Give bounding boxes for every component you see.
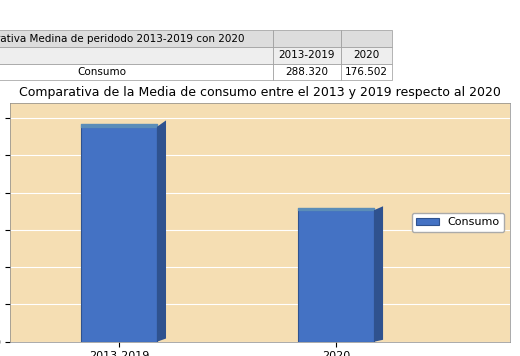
- Bar: [81, 127, 157, 342]
- Legend: Consumo: Consumo: [412, 213, 504, 232]
- Polygon shape: [374, 206, 383, 342]
- Title: Comparativa de la Media de consumo entre el 2013 y 2019 respecto al 2020: Comparativa de la Media de consumo entre…: [19, 86, 501, 99]
- Polygon shape: [157, 120, 166, 342]
- Bar: [298, 210, 374, 342]
